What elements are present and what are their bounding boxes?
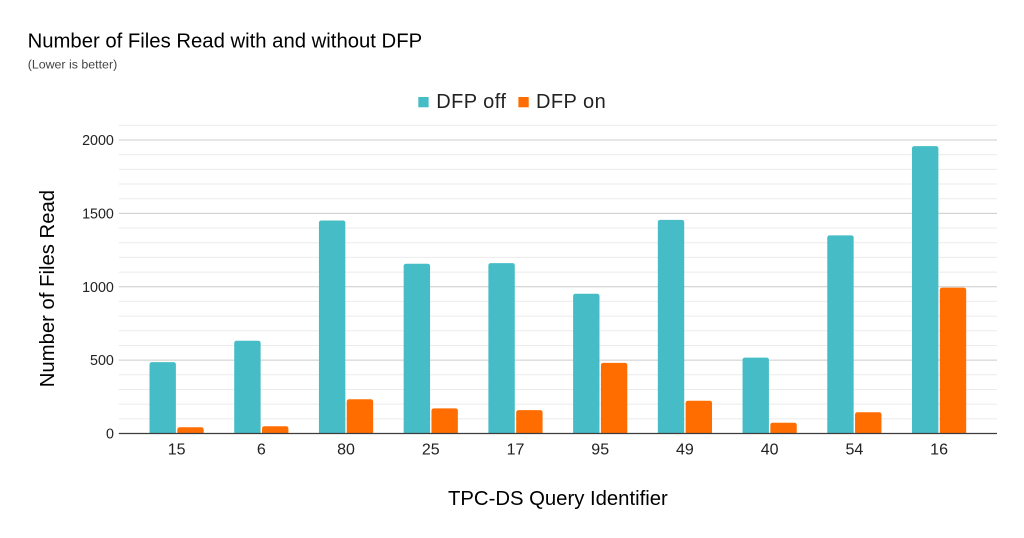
svg-text:16: 16 [930,442,948,459]
svg-text:49: 49 [676,442,694,459]
svg-text:1500: 1500 [82,206,114,222]
svg-text:500: 500 [90,353,114,369]
svg-text:15: 15 [168,442,186,459]
svg-text:25: 25 [422,442,440,459]
svg-text:54: 54 [845,442,863,459]
svg-text:TPC-DS Query Identifier: TPC-DS Query Identifier [448,488,668,510]
svg-text:Number of Files Read with and: Number of Files Read with and without DF… [28,30,423,52]
svg-text:6: 6 [257,442,266,459]
svg-text:17: 17 [507,442,525,459]
svg-text:(Lower is better): (Lower is better) [28,58,118,72]
svg-text:40: 40 [761,442,779,459]
svg-text:0: 0 [106,427,114,443]
svg-text:DFP on: DFP on [536,91,606,113]
svg-text:DFP off: DFP off [436,91,506,113]
svg-text:1000: 1000 [82,280,114,296]
svg-text:95: 95 [591,442,609,459]
svg-text:Number of Files Read: Number of Files Read [37,190,59,387]
svg-text:2000: 2000 [82,133,114,149]
svg-text:80: 80 [337,442,355,459]
